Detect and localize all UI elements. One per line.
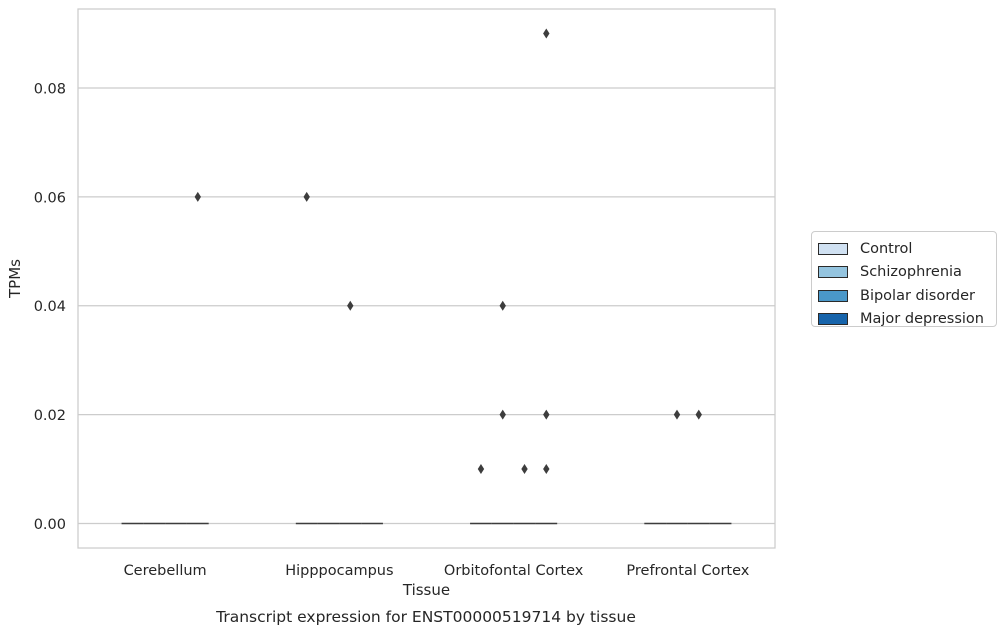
plot-frame bbox=[77, 8, 776, 549]
legend-item: Bipolar disorder bbox=[818, 284, 996, 308]
legend-swatch bbox=[818, 242, 848, 255]
outlier-marker bbox=[499, 409, 506, 420]
chart-caption: Transcript expression for ENST0000051971… bbox=[215, 608, 636, 626]
legend-item: Control bbox=[818, 237, 996, 261]
outlier-marker bbox=[347, 300, 354, 311]
outlier-marker bbox=[673, 409, 681, 420]
outlier-marker bbox=[543, 409, 550, 420]
legend: Control Schizophrenia Bipolar disorder Majo… bbox=[811, 231, 997, 327]
legend-label: Bipolar disorder bbox=[860, 287, 975, 304]
y-tick-labels: 0.00 0.02 0.04 0.06 0.08 bbox=[34, 81, 66, 533]
y-tick-label: 0.04 bbox=[34, 299, 66, 315]
legend-item: Schizophrenia bbox=[818, 261, 996, 285]
outlier-marker bbox=[543, 464, 550, 475]
y-axis-label: TPMs bbox=[6, 259, 24, 299]
y-tick-label: 0.00 bbox=[34, 517, 66, 533]
outlier-marker bbox=[303, 191, 310, 202]
x-tick-label: Prefrontal Cortex bbox=[626, 563, 749, 579]
x-tick-label: Cerebellum bbox=[124, 563, 207, 579]
legend-label: Control bbox=[860, 240, 913, 257]
y-tick-label: 0.08 bbox=[34, 81, 66, 97]
legend-item: Major depression bbox=[818, 308, 996, 332]
y-tick-label: 0.06 bbox=[34, 190, 66, 206]
grid-lines bbox=[78, 87, 775, 525]
outlier-marker bbox=[499, 300, 506, 311]
x-axis-label: Tissue bbox=[402, 581, 450, 599]
x-tick-label: Hipppocampus bbox=[285, 563, 393, 579]
outlier-layer bbox=[194, 28, 702, 475]
legend-swatch bbox=[818, 266, 848, 279]
outlier-marker bbox=[477, 464, 485, 475]
legend-swatch bbox=[818, 289, 848, 302]
legend-label: Major depression bbox=[860, 311, 984, 328]
outlier-marker bbox=[194, 191, 201, 202]
legend-label: Schizophrenia bbox=[860, 264, 962, 281]
outlier-marker bbox=[521, 464, 528, 475]
outlier-marker bbox=[695, 409, 702, 420]
legend-swatch bbox=[818, 313, 848, 326]
outlier-marker bbox=[543, 28, 550, 39]
y-tick-label: 0.02 bbox=[34, 408, 66, 424]
x-tick-labels: Cerebellum Hipppocampus Orbitofontal Corte… bbox=[124, 563, 750, 579]
x-tick-label: Orbitofontal Cortex bbox=[444, 563, 584, 579]
